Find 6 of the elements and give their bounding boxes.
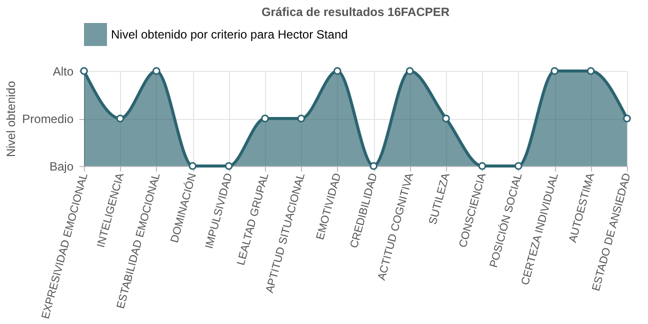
legend-label: Nivel obtenido por criterio para Hector Stand [111, 28, 348, 42]
y-axis-title: Nivel obtenido [4, 80, 18, 158]
category-label: Bajo [49, 160, 74, 174]
category-label: Alto [52, 64, 74, 78]
category-label: Promedio [22, 112, 74, 126]
chart-title: Gráfica de resultados 16FACPER [261, 5, 450, 19]
